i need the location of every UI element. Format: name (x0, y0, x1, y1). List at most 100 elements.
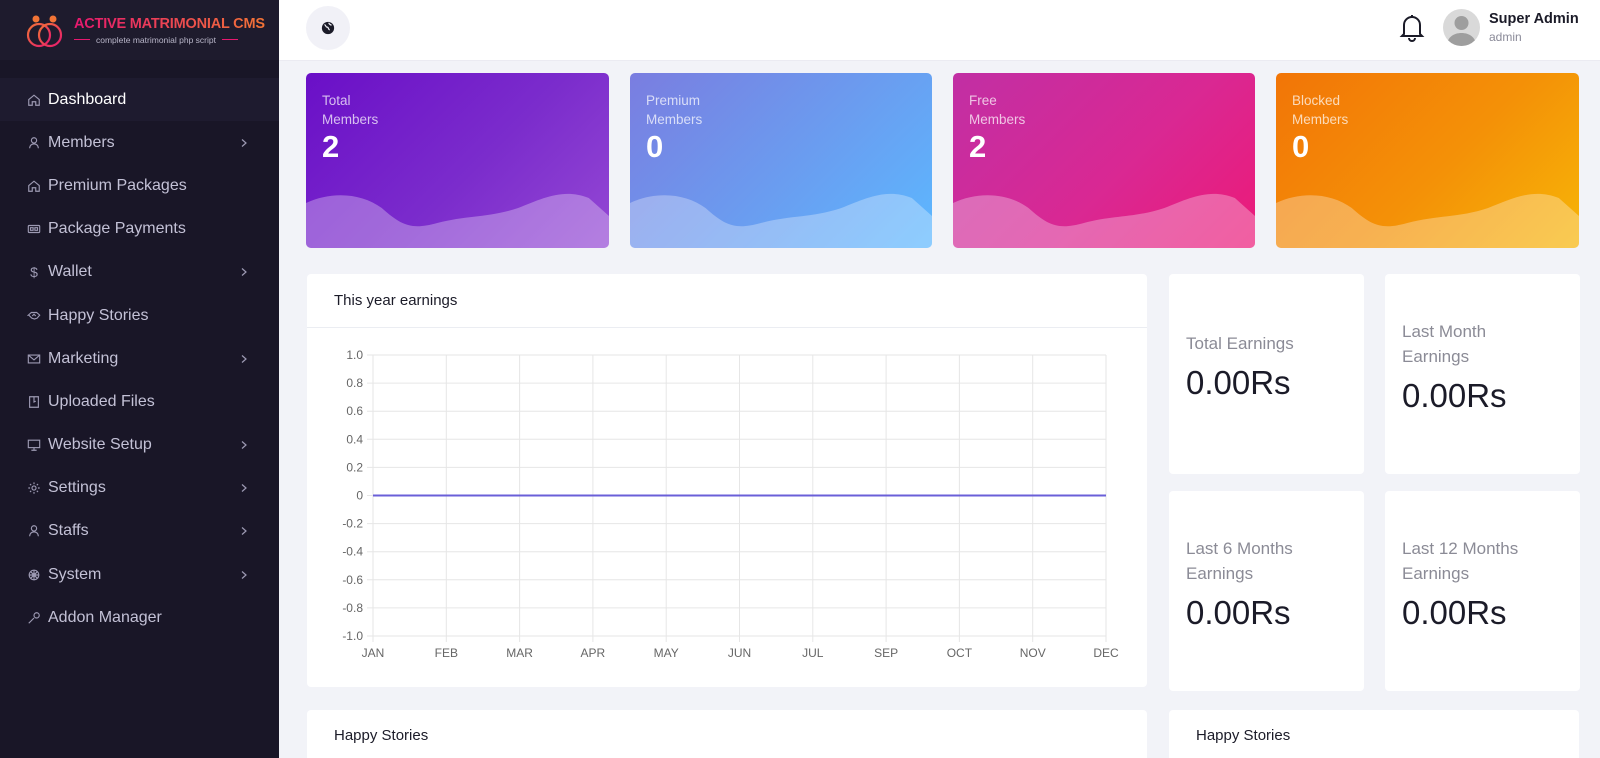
earnings-label: Last 6 Months (1186, 539, 1293, 558)
earnings-label: Earnings (1186, 564, 1254, 583)
handshake-icon (27, 309, 41, 323)
earnings-chart-panel: This year earnings 1.0 0.8 0.6 0.4 0.2 0 -0.2 -… (307, 274, 1147, 687)
chevron-right-icon (239, 570, 249, 580)
earnings-card-last-month: Last Month Earnings 0.00Rs (1385, 274, 1580, 474)
stat-value: 0 (646, 129, 664, 164)
panel-title: This year earnings (307, 274, 1147, 328)
x-tick-label: FEB (435, 646, 458, 660)
sidebar-item-system[interactable]: System (0, 553, 279, 596)
happy-stories-panel: Happy Stories (1169, 710, 1579, 758)
chevron-right-icon (239, 483, 249, 493)
x-tick-label: OCT (947, 646, 973, 660)
sidebar-item-label: Wallet (48, 263, 92, 281)
wave-decoration (306, 193, 609, 248)
sidebar-item-label: Premium Packages (48, 176, 187, 194)
sidebar-item-members[interactable]: Members (0, 121, 279, 164)
chevron-right-icon (239, 267, 249, 277)
sidebar-item-label: Dashboard (48, 90, 127, 108)
wave-decoration (953, 193, 1255, 248)
earnings-card-total: Total Earnings 0.00Rs (1169, 274, 1364, 474)
wave-decoration (630, 193, 932, 248)
sidebar-item-settings[interactable]: Settings (0, 467, 279, 510)
sidebar-item-package-payments[interactable]: Package Payments (0, 208, 279, 251)
stat-title: Members (646, 112, 703, 127)
dharma-wheel-icon (27, 568, 41, 582)
user-icon (27, 136, 41, 150)
avatar[interactable] (1443, 9, 1480, 46)
y-tick-label: -0.2 (342, 517, 363, 531)
happy-stories-panel: Happy Stories (307, 710, 1147, 758)
y-tick-label: -0.6 (342, 573, 363, 587)
sidebar-item-label: Package Payments (48, 220, 186, 238)
x-tick-label: MAY (654, 646, 679, 660)
stat-title: Premium (646, 93, 701, 108)
sidebar: ACTIVE MATRIMONIAL CMS complete matrimon… (0, 0, 279, 758)
x-tick-label: JAN (362, 646, 385, 660)
earnings-label: Earnings (1402, 347, 1470, 366)
sidebar-item-happy-stories[interactable]: Happy Stories (0, 294, 279, 337)
stat-card-total-members[interactable]: Total Members 2 (306, 73, 609, 248)
sidebar-item-staffs[interactable]: Staffs (0, 510, 279, 553)
sidebar-item-wallet[interactable]: $ Wallet (0, 251, 279, 294)
money-icon (27, 222, 41, 236)
x-tick-label: JUN (728, 646, 751, 660)
sidebar-item-label: Happy Stories (48, 306, 149, 324)
earnings-value: 0.00Rs (1186, 594, 1291, 631)
x-tick-label: SEP (874, 646, 898, 660)
sidebar-item-premium-packages[interactable]: Premium Packages (0, 164, 279, 207)
mail-icon (27, 352, 41, 366)
earnings-label: Last Month (1402, 322, 1487, 341)
brand-subtitle: complete matrimonial php script (96, 34, 216, 45)
topbar: Super Admin admin (279, 0, 1600, 61)
home-icon (27, 93, 41, 107)
sidebar-item-label: Settings (48, 479, 106, 497)
wave-decoration (1276, 193, 1579, 248)
rings-logo-icon (26, 15, 63, 48)
panel-title: Happy Stories (334, 727, 429, 744)
user-role: admin (1489, 30, 1522, 44)
brand-logo[interactable]: ACTIVE MATRIMONIAL CMS complete matrimon… (0, 0, 279, 60)
chevron-right-icon (239, 354, 249, 364)
y-tick-label: 0.6 (346, 404, 363, 418)
earnings-value: 0.00Rs (1402, 377, 1507, 414)
y-tick-label: 0.4 (346, 432, 363, 446)
desktop-icon (27, 438, 41, 452)
earnings-line-chart[interactable]: 1.0 0.8 0.6 0.4 0.2 0 -0.2 -0.4 -0.6 -0.8 -1.0 JAN F… (307, 329, 1147, 687)
y-tick-label: -1.0 (342, 629, 363, 643)
home-icon (27, 179, 41, 193)
file-icon (27, 395, 41, 409)
sidebar-item-addon-manager[interactable]: Addon Manager (0, 596, 279, 639)
x-tick-label: MAR (506, 646, 533, 660)
y-tick-label: 0 (356, 489, 363, 503)
globe-icon (321, 21, 335, 35)
panel-title: Happy Stories (1196, 727, 1291, 744)
stat-title: Free (969, 93, 997, 108)
earnings-value: 0.00Rs (1402, 594, 1507, 631)
user-name[interactable]: Super Admin (1489, 11, 1579, 27)
stat-title: Blocked (1292, 93, 1341, 108)
stat-card-premium-members[interactable]: Premium Members 0 (630, 73, 932, 248)
sidebar-item-website-setup[interactable]: Website Setup (0, 424, 279, 467)
language-button[interactable] (306, 6, 350, 50)
sidebar-item-label: Website Setup (48, 436, 152, 454)
earnings-label: Total Earnings (1186, 334, 1294, 353)
sidebar-item-uploaded-files[interactable]: Uploaded Files (0, 380, 279, 423)
sidebar-item-label: Uploaded Files (48, 392, 155, 410)
chevron-right-icon (239, 440, 249, 450)
stat-value: 2 (322, 129, 340, 164)
stat-card-free-members[interactable]: Free Members 2 (953, 73, 1255, 248)
stat-title: Members (1292, 112, 1349, 127)
stat-title: Members (322, 112, 379, 127)
stat-card-blocked-members[interactable]: Blocked Members 0 (1276, 73, 1579, 248)
bell-icon[interactable] (1399, 12, 1425, 42)
earnings-label: Last 12 Months (1402, 539, 1519, 558)
sidebar-item-dashboard[interactable]: Dashboard (0, 78, 279, 122)
stat-value: 0 (1292, 129, 1310, 164)
x-tick-label: APR (581, 646, 606, 660)
sidebar-item-marketing[interactable]: Marketing (0, 337, 279, 380)
y-tick-label: 1.0 (346, 348, 363, 362)
chevron-right-icon (239, 526, 249, 536)
brand-title: ACTIVE MATRIMONIAL CMS (74, 15, 265, 32)
earnings-label: Earnings (1402, 564, 1470, 583)
chevron-right-icon (239, 138, 249, 148)
